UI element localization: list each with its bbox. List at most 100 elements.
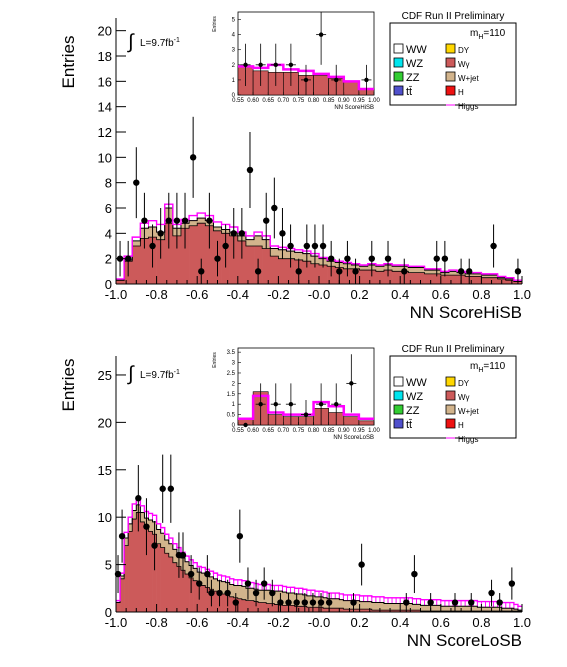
bottom-bar-wjet — [477, 607, 482, 612]
top-inset-data-point — [303, 77, 309, 83]
bottom-x-tick-label: -0.0 — [308, 615, 330, 630]
top-inset-y-tick-label: 4 — [232, 33, 236, 39]
top-legend-label: tt̄ — [406, 86, 412, 98]
bottom-inset-y-tick-label: 0 — [232, 423, 236, 429]
top-legend-swatch — [445, 85, 456, 96]
bottom-bar-wgamma — [379, 610, 385, 612]
bottom-x-tick-label: -0.8 — [145, 615, 167, 630]
top-legend-label: WZ — [406, 58, 423, 70]
bottom-data-point — [496, 599, 503, 606]
bottom-bar-wjet — [481, 607, 486, 612]
top-data-point — [319, 242, 327, 250]
top-inset-y-tick-label: 1 — [232, 78, 236, 84]
top-bar-wjet — [408, 267, 417, 273]
bottom-bar-wgamma — [249, 600, 255, 612]
bottom-bar-wgamma — [339, 608, 344, 612]
top-data-point — [206, 217, 213, 224]
bottom-signal-line — [116, 497, 522, 608]
top-bar-wjet — [473, 273, 482, 277]
bottom-bar-wjet — [416, 604, 421, 611]
bottom-data-point — [451, 599, 459, 606]
bottom-x-tick-label: 0.6 — [432, 615, 450, 630]
bottom-bar-wgamma — [156, 543, 161, 612]
bottom-bar-wjet — [424, 605, 429, 612]
top-bar-wgamma — [229, 235, 239, 284]
bottom-bar-wjet — [140, 512, 145, 522]
top-inset-data-point — [243, 62, 248, 68]
bottom-bar-wjet — [420, 605, 425, 612]
bottom-bar-wgamma — [274, 604, 279, 612]
bottom-wgamma-outline — [116, 512, 522, 612]
bottom-bar-wjet — [396, 603, 401, 611]
top-legend-label: DY — [458, 46, 470, 55]
top-mass-label: mH=110 — [470, 28, 506, 41]
top-data-point — [189, 154, 197, 161]
bottom-bar-wjet — [290, 593, 295, 606]
top-bar-wjet — [254, 235, 263, 246]
top-bar-wgamma — [189, 225, 198, 284]
top-x-tick-label: -0.8 — [145, 287, 167, 302]
top-legend-label: Wγ — [458, 60, 470, 69]
top-inset-plot: 0.55 0.60 0.65 0.70 0.75 0.80 0.85 0.90 0.95 1.00… — [212, 11, 380, 111]
top-x-tick-label: -0.0 — [308, 287, 330, 302]
top-legend-label: Higgs — [458, 102, 478, 111]
bottom-data-point — [179, 551, 187, 559]
bottom-bar-wgamma — [132, 519, 137, 612]
bottom-banner: CDF Run II Preliminary — [402, 344, 505, 355]
bottom-bar-wgamma — [258, 602, 263, 612]
bottom-legend-swatch — [445, 404, 456, 415]
top-bar-wjet — [375, 266, 385, 272]
top-inset-x-tick-label: 0.60 — [247, 98, 259, 104]
bottom-bar-wgamma — [298, 606, 304, 612]
bottom-bar-wgamma — [152, 534, 157, 612]
top-data-point — [181, 217, 189, 224]
bottom-inset-data-point — [243, 422, 248, 428]
top-bar-wjet — [197, 218, 206, 224]
bottom-bar-wjet — [367, 601, 373, 610]
top-y-tick-label: 16 — [98, 74, 112, 89]
bottom-bar-wgamma — [343, 609, 348, 612]
top-data-point — [214, 255, 221, 262]
bottom-inset-y-tick-label: 1 — [232, 402, 236, 408]
top-inset-x-tick-label: 0.70 — [277, 98, 289, 104]
bottom-data-point — [358, 561, 365, 568]
bottom-inset-x-tick-label: 1.00 — [368, 428, 380, 434]
bottom-data-point — [411, 570, 418, 578]
top-bar-wgamma — [424, 273, 433, 284]
bottom-bar-wgamma — [160, 547, 166, 612]
bottom-data-point — [260, 580, 268, 587]
bottom-bar-wjet — [148, 520, 153, 532]
top-data-point — [198, 268, 205, 275]
top-bar-wjet — [189, 220, 198, 226]
bottom-bar-wjet — [249, 588, 255, 601]
top-bar-wgamma — [473, 276, 482, 284]
top-inset-x-tick-label: 0.65 — [262, 98, 274, 104]
top-bar-wjet — [448, 271, 458, 276]
bottom-legend-swatch — [393, 404, 404, 415]
top-bar-wgamma — [375, 271, 385, 284]
top-integral-symbol: ∫ — [127, 31, 135, 53]
bottom-bar-wjet — [298, 593, 304, 607]
bottom-bar-wgamma — [254, 601, 259, 612]
top-bar-wgamma — [116, 280, 125, 284]
bottom-data-point — [151, 542, 158, 549]
bottom-luminosity-label: L=9.7fb-1 — [140, 369, 180, 381]
bottom-bar-wgamma — [164, 553, 170, 612]
bottom-bar-wjet — [379, 602, 385, 611]
bottom-legend-swatch — [393, 390, 404, 401]
top-bar-wgamma — [237, 240, 247, 284]
top-inset-x-tick-label: 0.55 — [232, 98, 244, 104]
top-bar-wgamma — [278, 258, 287, 284]
top-data-point — [384, 255, 392, 262]
bottom-bar-wjet — [347, 600, 352, 610]
top-legend-swatch — [393, 85, 404, 96]
top-legend-label: ZZ — [406, 72, 420, 84]
bottom-y-tick-label: 5 — [105, 558, 112, 573]
bottom-inset-data-point — [273, 401, 278, 407]
bottom-bar-wjet — [343, 600, 348, 610]
bottom-y-tick-label: 25 — [98, 368, 112, 383]
bottom-bar-wjet — [444, 606, 450, 612]
bottom-bar-wjet — [229, 584, 235, 597]
bottom-legend-label: DY — [458, 379, 470, 388]
bottom-bar-wjet — [505, 608, 511, 612]
